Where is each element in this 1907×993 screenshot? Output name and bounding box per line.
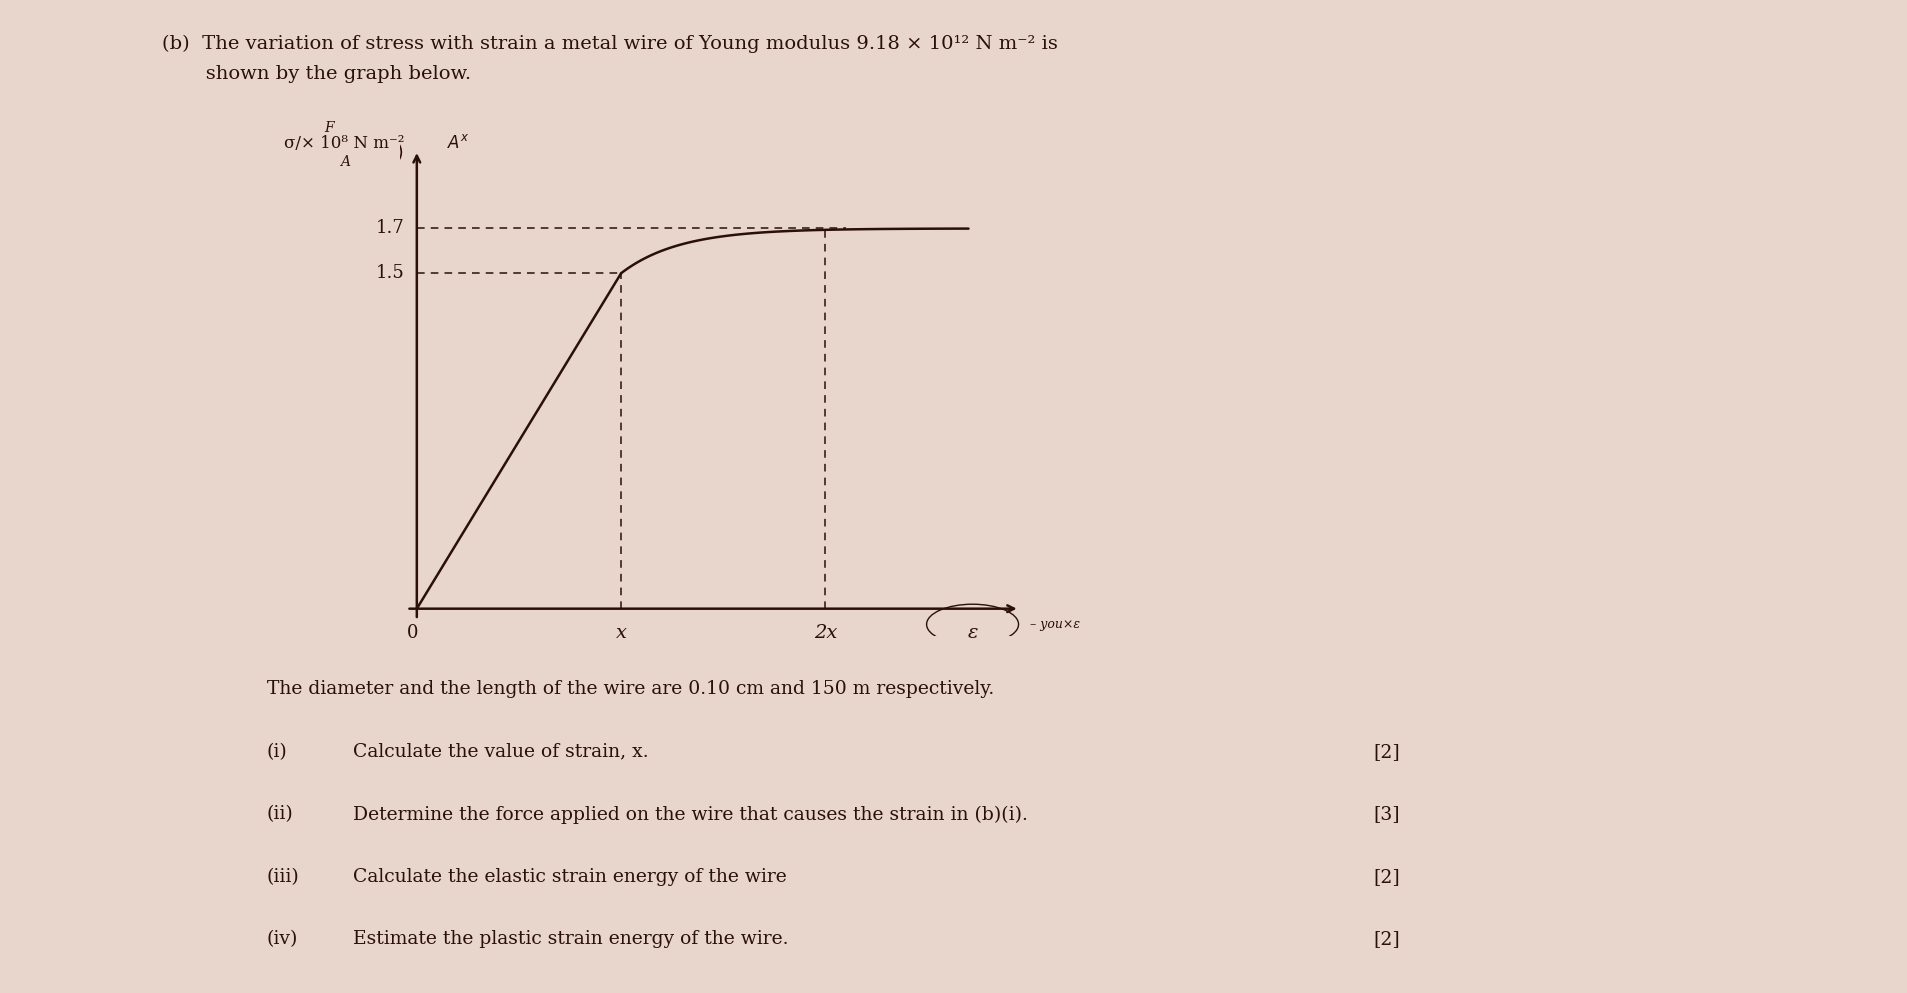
Text: Calculate the elastic strain energy of the wire: Calculate the elastic strain energy of t… — [353, 868, 786, 886]
Text: Calculate the value of strain, x.: Calculate the value of strain, x. — [353, 743, 648, 761]
Text: – you×ε: – you×ε — [1030, 618, 1079, 631]
Text: (i): (i) — [267, 743, 288, 761]
Text: (ii): (ii) — [267, 805, 294, 823]
Text: (iii): (iii) — [267, 868, 299, 886]
Text: Determine the force applied on the wire that causes the strain in (b)(i).: Determine the force applied on the wire … — [353, 805, 1028, 823]
Text: 1.5: 1.5 — [376, 264, 404, 282]
Text: [3]: [3] — [1373, 805, 1400, 823]
Text: $A^{x}$: $A^{x}$ — [448, 134, 469, 153]
Text: (b)  The variation of stress with strain a metal wire of Young modulus 9.18 × 10: (b) The variation of stress with strain … — [162, 35, 1058, 53]
Text: 2x: 2x — [814, 625, 837, 642]
Text: Estimate the plastic strain energy of the wire.: Estimate the plastic strain energy of th… — [353, 930, 788, 948]
Text: 1.7: 1.7 — [376, 219, 404, 237]
Text: x: x — [616, 625, 627, 642]
Text: The diameter and the length of the wire are 0.10 cm and 150 m respectively.: The diameter and the length of the wire … — [267, 680, 994, 698]
Text: (iv): (iv) — [267, 930, 297, 948]
Text: F: F — [324, 120, 334, 134]
Text: [2]: [2] — [1373, 743, 1400, 761]
Text: [2]: [2] — [1373, 930, 1400, 948]
Text: shown by the graph below.: shown by the graph below. — [162, 65, 471, 82]
Text: A: A — [339, 155, 351, 169]
Text: [2]: [2] — [1373, 868, 1400, 886]
Text: 0: 0 — [406, 625, 418, 642]
Text: σ/× 10⁸ N m⁻²: σ/× 10⁸ N m⁻² — [284, 135, 404, 152]
Text: ε: ε — [967, 625, 978, 642]
